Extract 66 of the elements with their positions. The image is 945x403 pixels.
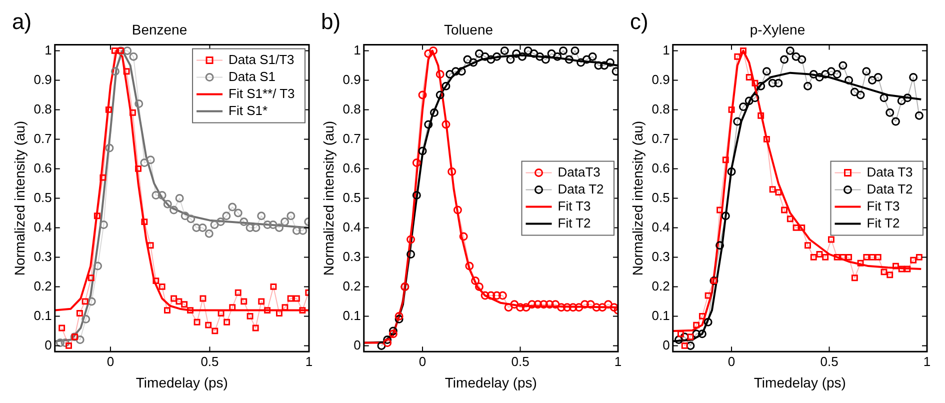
- legend-label: Fit S1*: [228, 102, 268, 118]
- x-tick-label: 1: [923, 354, 931, 369]
- legend-label: Data T3: [866, 164, 913, 180]
- x-tick-label: 0: [106, 354, 114, 369]
- chart-title: Benzene: [132, 21, 188, 38]
- x-axis-title: Timedelay (ps): [754, 374, 846, 390]
- x-tick-label: 0.5: [820, 354, 838, 369]
- legend-label: Fit T3: [558, 198, 591, 214]
- y-tick-label: 0.5: [652, 190, 670, 205]
- chart-title: Toluene: [444, 21, 494, 38]
- y-tick-label: 0.5: [342, 190, 361, 205]
- y-tick-label: 0.9: [652, 72, 670, 87]
- y-axis-title: Normalized intensity (au): [11, 120, 28, 276]
- y-tick-label: 0.2: [652, 278, 670, 294]
- y-tick-label: 0: [662, 337, 670, 352]
- legend-label: Fit T2: [558, 215, 591, 230]
- legend-label: Data T2: [866, 181, 913, 196]
- y-tick-label: 0.8: [652, 101, 670, 116]
- x-tick-label: 0.5: [511, 354, 530, 369]
- text: b): [321, 9, 341, 34]
- y-tick-label: 0.2: [34, 278, 52, 294]
- y-tick-label: 0.8: [34, 101, 52, 116]
- x-tick-label: 0.5: [200, 354, 219, 369]
- x-tick-label: 0: [728, 354, 736, 369]
- x-axis-title: Timedelay (ps): [444, 374, 537, 390]
- y-axis-title: Normalized intensity (au): [629, 120, 646, 276]
- y-tick-label: 0.9: [34, 72, 52, 87]
- legend-label: Data S1: [228, 68, 276, 84]
- y-tick-label: 0.1: [342, 308, 361, 323]
- y-tick-label: 1: [44, 42, 52, 58]
- x-tick-label: 1: [614, 354, 622, 369]
- x-axis-title: Timedelay (ps): [136, 374, 228, 390]
- y-tick-label: 0.6: [34, 160, 52, 176]
- y-tick-label: 0.4: [652, 219, 670, 234]
- x-tick-label: 1: [305, 354, 313, 369]
- y-tick-label: 0.4: [34, 219, 52, 234]
- legend-label: Fit S1**/ T3: [228, 86, 295, 101]
- y-tick-label: 0.3: [34, 248, 52, 264]
- y-tick-label: 0: [44, 337, 52, 352]
- chart-title: p-Xylene: [750, 21, 806, 38]
- y-tick-label: 0.7: [652, 130, 670, 146]
- y-tick-label: 0.3: [652, 248, 670, 264]
- legend-label: DataT3: [558, 164, 600, 180]
- y-tick-label: 0.1: [34, 308, 52, 323]
- y-tick-label: 0.3: [342, 248, 361, 264]
- text: a): [12, 9, 32, 34]
- y-tick-label: 0.5: [34, 190, 52, 205]
- text: c): [630, 9, 648, 34]
- legend-label: Fit T3: [866, 198, 900, 214]
- y-tick-label: 0.1: [652, 308, 670, 323]
- legend-label: Data S1/T3: [228, 52, 294, 67]
- y-tick-label: 0.6: [342, 160, 361, 176]
- y-tick-label: 0.8: [342, 101, 361, 116]
- legend-label: Data T2: [558, 181, 604, 196]
- x-tick-label: 0: [418, 354, 426, 369]
- y-tick-label: 0.2: [342, 278, 361, 294]
- y-tick-label: 0.7: [34, 130, 52, 146]
- y-tick-label: 0.4: [342, 219, 361, 234]
- y-tick-label: 0.6: [652, 160, 670, 176]
- y-tick-label: 0.9: [342, 72, 361, 87]
- legend-label: Fit T2: [866, 215, 900, 230]
- y-tick-label: 1: [662, 42, 670, 58]
- y-tick-label: 0: [354, 337, 361, 352]
- y-axis-title: Normalized intensity (au): [320, 120, 336, 276]
- y-tick-label: 1: [354, 42, 361, 58]
- y-tick-label: 0.7: [342, 130, 361, 146]
